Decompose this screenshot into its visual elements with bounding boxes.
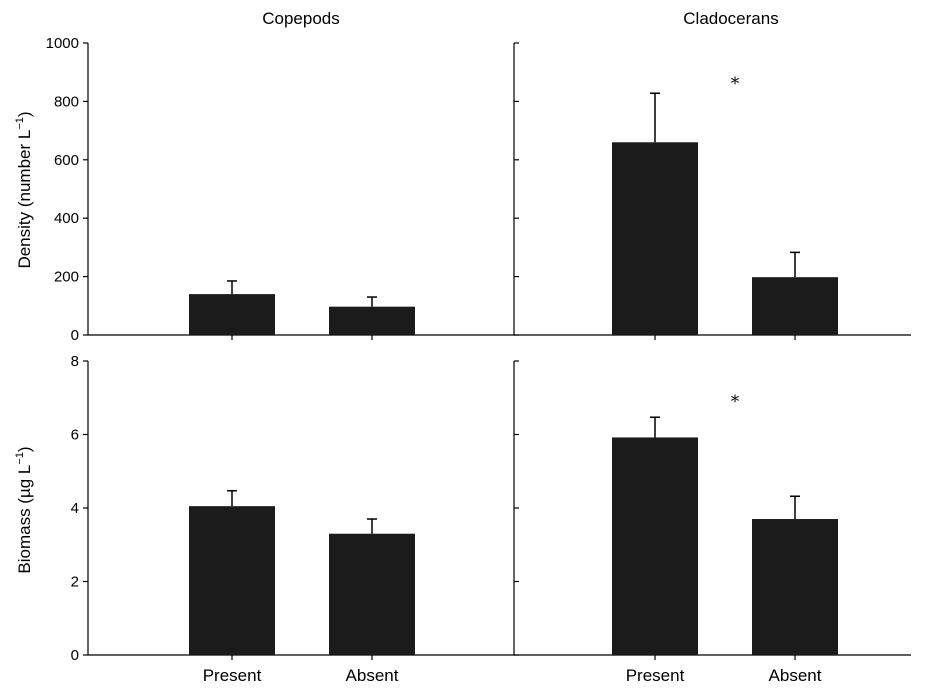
y-axis-label-biomass: Biomass (µg L−1)	[14, 446, 34, 573]
density-y-tick-label-1: 200	[54, 269, 79, 286]
density-cladocerans-absent-bar	[752, 277, 838, 335]
biomass-copepods-present-bar	[189, 506, 275, 655]
x-category-absent-left: Absent	[346, 666, 399, 685]
biomass-y-tick-label-3: 6	[71, 427, 79, 444]
density-copepods-present-bar	[189, 294, 275, 335]
density-y-tick-label-0: 0	[71, 327, 79, 344]
y-axis-label-density: Density (number L−1)	[14, 111, 34, 268]
chart-marks: 0 200 400 600 800 1000 * 0 2 4 6 8 *	[46, 35, 911, 664]
x-category-present-right: Present	[626, 666, 685, 685]
biomass-y-tick-label-0: 0	[71, 647, 79, 664]
density-copepods-absent-bar	[329, 306, 415, 335]
biomass-y-tick-label-1: 2	[71, 574, 79, 591]
density-y-tick-label-3: 600	[54, 152, 79, 169]
biomass-copepods-absent-bar	[329, 533, 415, 655]
x-category-present-left: Present	[203, 666, 262, 685]
density-y-tick-label-4: 800	[54, 93, 79, 110]
density-cladocerans-present-bar	[612, 142, 698, 335]
density-y-tick-label-2: 400	[54, 210, 79, 227]
biomass-cladocerans-absent-bar	[752, 519, 838, 655]
biomass-y-tick-label-4: 8	[71, 353, 79, 370]
column-title-cladocerans: Cladocerans	[683, 9, 778, 28]
density-y-tick-label-5: 1000	[46, 35, 79, 52]
density-cladocerans-significance-marker: *	[731, 74, 740, 94]
biomass-cladocerans-present-bar	[612, 437, 698, 655]
x-category-absent-right: Absent	[769, 666, 822, 685]
column-title-copepods: Copepods	[262, 9, 340, 28]
biomass-y-tick-label-2: 4	[71, 500, 79, 517]
biomass-cladocerans-significance-marker: *	[731, 392, 740, 412]
